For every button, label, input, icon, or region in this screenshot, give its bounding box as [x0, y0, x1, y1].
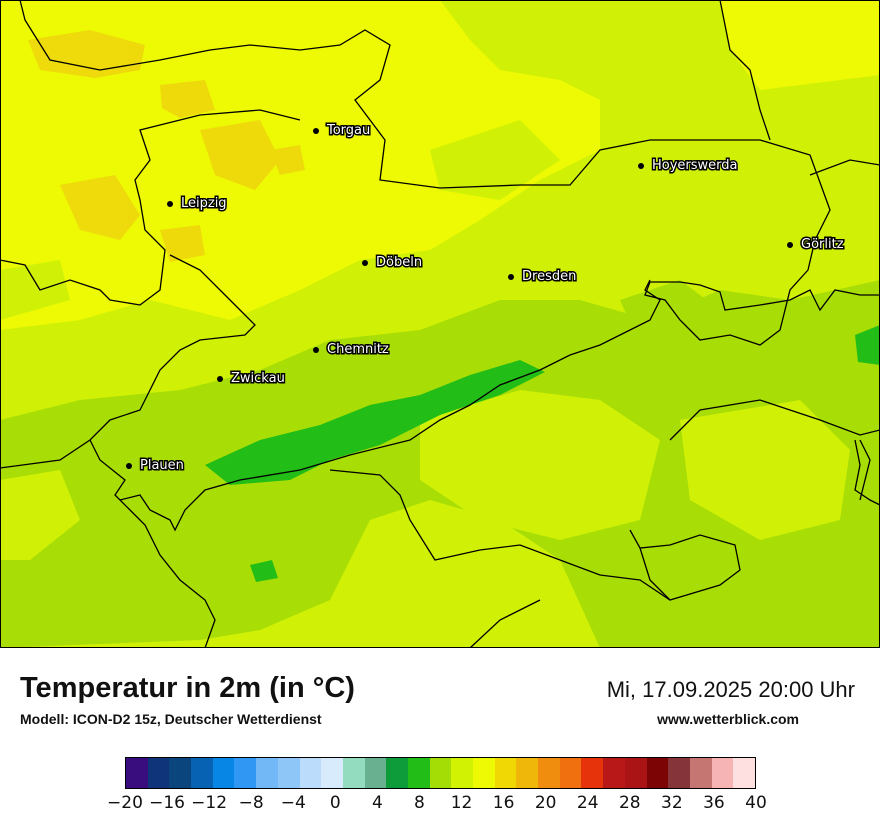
city-chemnitz: Chemnitz: [327, 342, 389, 357]
legend-tick-label: 32: [661, 793, 683, 813]
city-dot-leipzig: [167, 201, 173, 207]
legend-swatch: [234, 758, 257, 788]
city-torgau: Torgau: [326, 123, 370, 138]
city-dot-zwickau: [217, 376, 223, 382]
color-legend: [125, 757, 756, 789]
legend-tick-label: −12: [191, 793, 228, 813]
forecast-datetime: Mi, 17.09.2025 20:00 Uhr: [606, 677, 855, 702]
legend-swatch: [364, 758, 387, 788]
city-dot-hoyerswerda: [638, 163, 644, 169]
city-hoyerswerda: Hoyerswerda: [652, 158, 738, 173]
legend-swatch: [668, 758, 690, 788]
legend-tick-label: 0: [329, 793, 341, 813]
legend-swatch: [299, 758, 322, 788]
legend-tick-label: 24: [576, 793, 599, 813]
legend-tick-label: 28: [618, 793, 641, 813]
legend-swatch: [473, 758, 495, 788]
city-dresden: Dresden: [522, 269, 576, 284]
legend-tick-label: −20: [107, 793, 143, 813]
legend-swatch: [646, 758, 669, 788]
city-doebeln: Döbeln: [376, 255, 422, 270]
legend-swatch: [711, 758, 734, 788]
legend-swatch: [451, 758, 473, 788]
website-link[interactable]: www.wetterblick.com: [657, 711, 799, 727]
legend-swatch: [494, 758, 517, 788]
legend-swatch: [147, 758, 170, 788]
map-title: Temperatur in 2m (in °C): [20, 672, 355, 704]
legend-swatch: [256, 758, 278, 788]
legend-swatch: [321, 758, 343, 788]
legend-swatch: [516, 758, 539, 788]
legend-swatch: [191, 758, 213, 788]
temperature-map: Torgau Leipzig Hoyerswerda Görlitz Döbel…: [0, 0, 880, 648]
legend-tick-label: −16: [149, 793, 186, 813]
city-zwickau: Zwickau: [231, 371, 285, 386]
legend-tick-label: 36: [703, 793, 725, 813]
model-info: Modell: ICON-D2 15z, Deutscher Wetterdie…: [20, 711, 322, 727]
legend-swatch: [407, 758, 430, 788]
legend-tick-label: −8: [238, 793, 264, 813]
legend-swatch: [538, 758, 560, 788]
legend-tick-label: 12: [450, 793, 473, 813]
legend-swatch: [429, 758, 452, 788]
legend-swatch: [212, 758, 235, 788]
legend-swatch: [689, 758, 712, 788]
legend-swatch: [581, 758, 604, 788]
legend-swatch: [169, 758, 192, 788]
legend-tick-label: 8: [414, 793, 425, 813]
legend-tick-label: 40: [745, 793, 767, 813]
city-leipzig: Leipzig: [181, 196, 227, 211]
city-dot-plauen: [126, 463, 132, 469]
legend-tick-label: −4: [280, 793, 306, 813]
city-dot-doebeln: [362, 260, 368, 266]
legend-swatch: [342, 758, 365, 788]
city-dot-torgau: [313, 128, 319, 134]
legend-swatch: [603, 758, 625, 788]
legend-tick-label: 16: [492, 793, 515, 813]
city-goerlitz: Görlitz: [801, 237, 844, 252]
city-dot-dresden: [508, 274, 514, 280]
legend-ticks: −20 −16 −12 −8 −4 0 4 8 12 16 20 24 28 32 36 40: [0, 793, 880, 817]
city-plauen: Plauen: [140, 458, 184, 473]
legend-swatch: [559, 758, 582, 788]
city-dot-goerlitz: [787, 242, 793, 248]
legend-swatch: [624, 758, 647, 788]
legend-tick-label: 20: [534, 793, 557, 813]
city-dot-chemnitz: [313, 347, 319, 353]
legend-swatch: [386, 758, 408, 788]
legend-tick-label: 4: [371, 793, 383, 813]
legend-swatch: [126, 758, 148, 788]
legend-swatch: [733, 758, 755, 788]
legend-swatch: [277, 758, 300, 788]
